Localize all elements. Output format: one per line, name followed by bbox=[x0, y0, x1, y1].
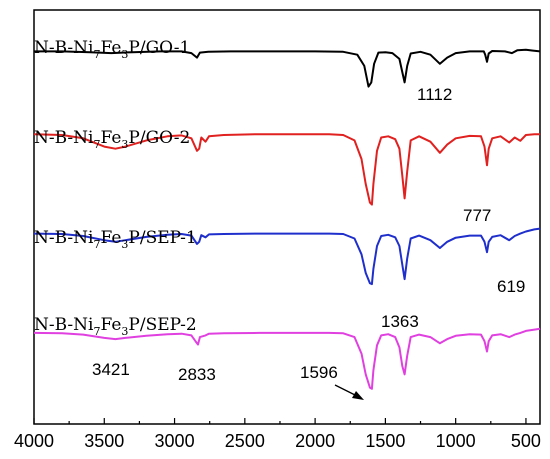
x-axis-ticks: 4000 3500 3000 2500 2000 1500 1000 500 bbox=[14, 418, 541, 451]
x-tick-label-1500: 1500 bbox=[365, 431, 405, 451]
x-tick-label-500: 500 bbox=[511, 431, 541, 451]
series-line-2 bbox=[33, 227, 541, 286]
x-tick-label-2500: 2500 bbox=[225, 431, 265, 451]
peak-label-1112: 1112 bbox=[417, 85, 452, 104]
series-lines bbox=[33, 48, 541, 390]
series-label-go1: N-B-Ni7Fe3P/GO-1 bbox=[34, 38, 190, 61]
series-label-sep1: N-B-Ni7Fe3P/SEP-1 bbox=[34, 228, 197, 251]
series-label-go2: N-B-Ni7Fe3P/GO-2 bbox=[34, 128, 190, 151]
x-tick-label-3500: 3500 bbox=[84, 431, 124, 451]
plot-frame bbox=[33, 9, 541, 425]
peak-label-3421: 3421 bbox=[92, 360, 130, 379]
x-tick-label-3000: 3000 bbox=[155, 431, 195, 451]
peak-label-1363: 1363 bbox=[381, 312, 419, 331]
series-line-3 bbox=[33, 327, 541, 390]
peak-label-777: 777 bbox=[463, 206, 491, 225]
arrow-1596 bbox=[334, 384, 364, 400]
peak-label-1596: 1596 bbox=[300, 363, 338, 382]
series-line-0 bbox=[34, 48, 541, 88]
x-tick-label-4000: 4000 bbox=[14, 431, 54, 451]
peak-label-619: 619 bbox=[497, 277, 525, 296]
series-line-1 bbox=[33, 133, 540, 206]
x-tick-label-2000: 2000 bbox=[295, 431, 335, 451]
peak-label-2833: 2833 bbox=[178, 365, 216, 384]
x-tick-label-1000: 1000 bbox=[436, 431, 476, 451]
series-label-sep2: N-B-Ni7Fe3P/SEP-2 bbox=[34, 315, 197, 338]
